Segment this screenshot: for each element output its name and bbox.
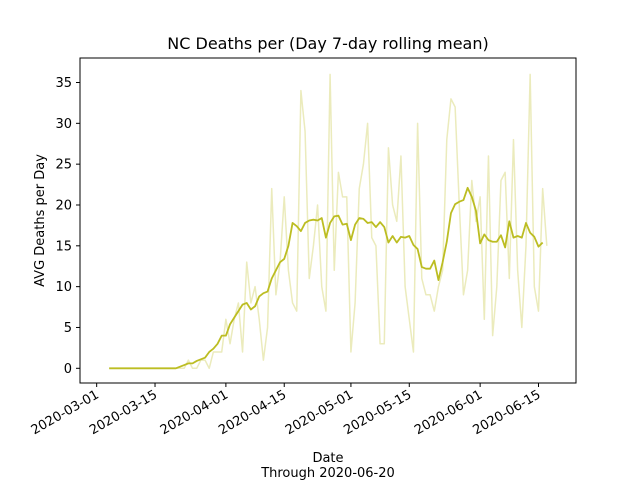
y-tick-label: 25 bbox=[55, 158, 72, 173]
axes-frame bbox=[79, 57, 577, 384]
y-tick-label: 20 bbox=[55, 198, 72, 213]
y-tick-label: 0 bbox=[64, 362, 72, 377]
y-axis-label: AVG Deaths per Day bbox=[33, 154, 48, 287]
plot-marks bbox=[109, 73, 548, 370]
y-tick-label: 10 bbox=[55, 280, 72, 295]
chart-title: NC Deaths per (Day 7-day rolling mean) bbox=[167, 34, 488, 53]
y-tick-label: 15 bbox=[55, 239, 72, 254]
x-axis-sublabel: Through 2020-06-20 bbox=[260, 466, 395, 480]
y-tick-label: 30 bbox=[55, 117, 72, 132]
y-tick-label: 5 bbox=[64, 321, 72, 336]
series-rolling-mean-line bbox=[109, 186, 544, 370]
y-tick-label: 35 bbox=[55, 76, 72, 91]
x-axis-label: Date bbox=[312, 451, 343, 466]
y-axis: 0 5 10 15 20 25 30 35 bbox=[55, 76, 80, 377]
